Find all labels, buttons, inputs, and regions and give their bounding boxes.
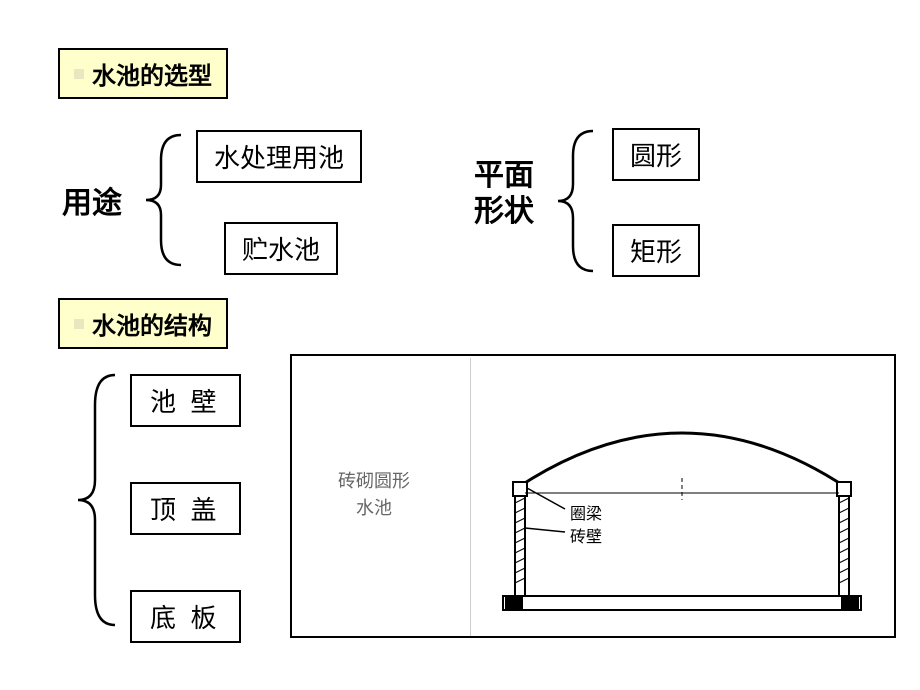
item-bottom: 底 板 xyxy=(130,590,241,643)
section-header-structure: 水池的结构 xyxy=(58,298,228,349)
item-storage: 贮水池 xyxy=(224,222,338,275)
bracket-purpose xyxy=(136,130,186,270)
item-cover: 顶 盖 xyxy=(130,482,241,535)
figure-divider xyxy=(470,358,471,636)
item-wall: 池 壁 xyxy=(130,374,241,427)
item-circle: 圆形 xyxy=(612,128,700,181)
bracket-structure xyxy=(70,370,120,630)
caption-line1: 砖砌圆形 xyxy=(338,471,410,491)
section-header-selection: 水池的选型 xyxy=(58,48,228,99)
bullet-icon xyxy=(74,319,84,329)
annot-ring-beam: 圈梁 xyxy=(570,500,602,524)
pool-diagram xyxy=(487,378,887,628)
item-rect: 矩形 xyxy=(612,224,700,277)
label-shape-line1: 平面 xyxy=(474,159,534,192)
header-text: 水池的选型 xyxy=(92,56,212,91)
annot-brick-wall: 砖壁 xyxy=(570,523,602,547)
caption-line2: 水池 xyxy=(356,498,392,518)
header-text: 水池的结构 xyxy=(92,306,212,341)
item-water-treatment: 水处理用池 xyxy=(196,130,362,183)
label-shape-line2: 形状 xyxy=(474,195,534,228)
figure-caption: 砖砌圆形 水池 xyxy=(338,468,410,522)
label-purpose: 用途 xyxy=(62,178,122,222)
figure-container: 砖砌圆形 水池 xyxy=(290,354,896,638)
label-shape: 平面 形状 xyxy=(474,158,534,230)
bracket-shape xyxy=(548,126,598,276)
bullet-icon xyxy=(74,69,84,79)
